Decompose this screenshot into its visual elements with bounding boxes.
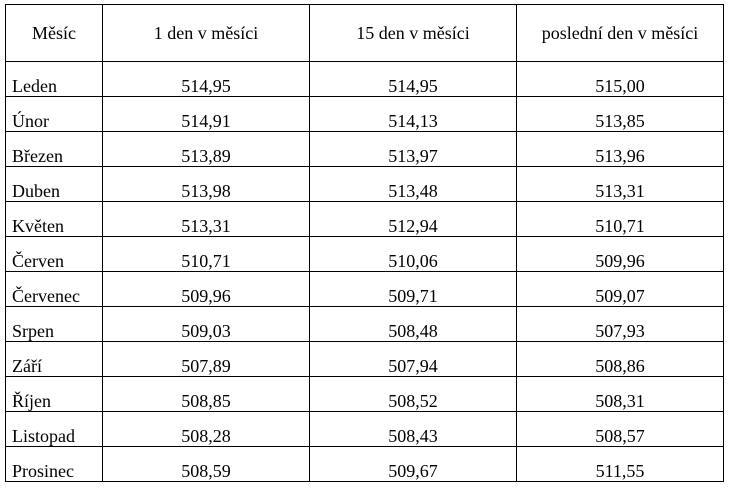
value-day-15: 509,67 bbox=[309, 446, 517, 482]
value-day-1: 509,03 bbox=[102, 306, 310, 342]
value-day-1: 508,28 bbox=[102, 411, 310, 447]
month-cell: Listopad bbox=[5, 411, 103, 447]
monthly-values-table: Měsíc 1 den v měsíci 15 den v měsíci pos… bbox=[5, 4, 724, 482]
value-day-15: 514,13 bbox=[309, 96, 517, 132]
value-day-1: 510,71 bbox=[102, 236, 310, 272]
value-day-1: 513,89 bbox=[102, 131, 310, 167]
table-header: Měsíc 1 den v měsíci 15 den v měsíci pos… bbox=[5, 4, 724, 62]
table-body: Leden 514,95 514,95 515,00 Únor 514,91 5… bbox=[5, 61, 724, 482]
table-row: Září 507,89 507,94 508,86 bbox=[5, 341, 724, 377]
table-row: Duben 513,98 513,48 513,31 bbox=[5, 166, 724, 202]
value-day-15: 513,97 bbox=[309, 131, 517, 167]
value-last-day: 508,86 bbox=[516, 341, 724, 377]
table-row: Květen 513,31 512,94 510,71 bbox=[5, 201, 724, 237]
table-row: Prosinec 508,59 509,67 511,55 bbox=[5, 446, 724, 482]
header-last-day: poslední den v měsíci bbox=[516, 4, 724, 62]
table-row: Březen 513,89 513,97 513,96 bbox=[5, 131, 724, 167]
table-row: Únor 514,91 514,13 513,85 bbox=[5, 96, 724, 132]
header-day-1: 1 den v měsíci bbox=[102, 4, 310, 62]
value-day-1: 514,91 bbox=[102, 96, 310, 132]
table-row: Říjen 508,85 508,52 508,31 bbox=[5, 376, 724, 412]
header-day-15: 15 den v měsíci bbox=[309, 4, 517, 62]
table-row: Leden 514,95 514,95 515,00 bbox=[5, 61, 724, 97]
value-day-1: 509,96 bbox=[102, 271, 310, 307]
value-day-15: 508,43 bbox=[309, 411, 517, 447]
month-cell: Červenec bbox=[5, 271, 103, 307]
table-row: Srpen 509,03 508,48 507,93 bbox=[5, 306, 724, 342]
month-cell: Srpen bbox=[5, 306, 103, 342]
value-day-15: 514,95 bbox=[309, 61, 517, 97]
value-day-15: 512,94 bbox=[309, 201, 517, 237]
month-cell: Květen bbox=[5, 201, 103, 237]
value-day-15: 509,71 bbox=[309, 271, 517, 307]
value-last-day: 509,07 bbox=[516, 271, 724, 307]
value-day-15: 508,52 bbox=[309, 376, 517, 412]
value-last-day: 509,96 bbox=[516, 236, 724, 272]
value-day-1: 514,95 bbox=[102, 61, 310, 97]
value-last-day: 515,00 bbox=[516, 61, 724, 97]
value-last-day: 513,31 bbox=[516, 166, 724, 202]
table-row: Červenec 509,96 509,71 509,07 bbox=[5, 271, 724, 307]
month-cell: Září bbox=[5, 341, 103, 377]
value-day-1: 513,31 bbox=[102, 201, 310, 237]
month-cell: Duben bbox=[5, 166, 103, 202]
value-last-day: 513,96 bbox=[516, 131, 724, 167]
value-last-day: 511,55 bbox=[516, 446, 724, 482]
value-last-day: 508,31 bbox=[516, 376, 724, 412]
month-cell: Únor bbox=[5, 96, 103, 132]
header-row: Měsíc 1 den v měsíci 15 den v měsíci pos… bbox=[5, 4, 724, 62]
value-last-day: 510,71 bbox=[516, 201, 724, 237]
value-day-1: 508,59 bbox=[102, 446, 310, 482]
table-row: Listopad 508,28 508,43 508,57 bbox=[5, 411, 724, 447]
value-day-1: 513,98 bbox=[102, 166, 310, 202]
header-month: Měsíc bbox=[5, 4, 103, 62]
value-day-15: 508,48 bbox=[309, 306, 517, 342]
table-row: Červen 510,71 510,06 509,96 bbox=[5, 236, 724, 272]
value-day-15: 507,94 bbox=[309, 341, 517, 377]
value-day-1: 508,85 bbox=[102, 376, 310, 412]
value-last-day: 508,57 bbox=[516, 411, 724, 447]
month-cell: Červen bbox=[5, 236, 103, 272]
month-cell: Prosinec bbox=[5, 446, 103, 482]
month-cell: Leden bbox=[5, 61, 103, 97]
value-day-15: 510,06 bbox=[309, 236, 517, 272]
month-cell: Březen bbox=[5, 131, 103, 167]
value-day-1: 507,89 bbox=[102, 341, 310, 377]
value-day-15: 513,48 bbox=[309, 166, 517, 202]
value-last-day: 507,93 bbox=[516, 306, 724, 342]
value-last-day: 513,85 bbox=[516, 96, 724, 132]
month-cell: Říjen bbox=[5, 376, 103, 412]
